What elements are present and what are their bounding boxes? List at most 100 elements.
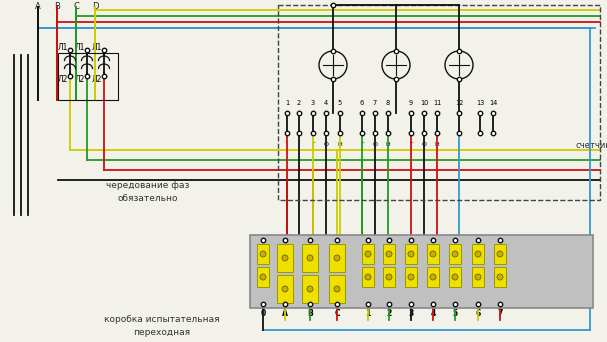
Text: 6: 6 bbox=[475, 237, 481, 246]
Text: О: О bbox=[421, 142, 427, 147]
Text: 6: 6 bbox=[475, 309, 481, 318]
Circle shape bbox=[408, 251, 414, 257]
Bar bbox=[302, 275, 318, 303]
Bar bbox=[405, 267, 417, 287]
Text: A: A bbox=[282, 237, 288, 246]
Text: 3: 3 bbox=[311, 100, 315, 106]
Text: 3: 3 bbox=[409, 309, 413, 318]
Bar bbox=[329, 275, 345, 303]
Text: 1: 1 bbox=[285, 100, 289, 106]
Text: 6: 6 bbox=[360, 100, 364, 106]
Bar bbox=[383, 244, 395, 264]
Text: 5: 5 bbox=[452, 309, 458, 318]
Bar bbox=[362, 244, 374, 264]
Circle shape bbox=[452, 251, 458, 257]
Text: 13: 13 bbox=[476, 100, 484, 106]
Circle shape bbox=[365, 251, 371, 257]
Text: 0: 0 bbox=[260, 309, 266, 318]
Circle shape bbox=[386, 251, 392, 257]
Text: B: B bbox=[307, 237, 313, 246]
Bar bbox=[494, 244, 506, 264]
Text: 5: 5 bbox=[338, 100, 342, 106]
Circle shape bbox=[334, 255, 340, 261]
Bar bbox=[277, 244, 293, 272]
Circle shape bbox=[282, 286, 288, 292]
Text: Г: Г bbox=[360, 142, 364, 147]
Bar bbox=[362, 267, 374, 287]
Bar bbox=[257, 244, 269, 264]
Bar bbox=[329, 244, 345, 272]
Text: Г: Г bbox=[409, 142, 413, 147]
Text: A: A bbox=[35, 2, 41, 11]
Text: 1: 1 bbox=[365, 237, 371, 246]
Text: 1: 1 bbox=[365, 309, 371, 318]
Bar bbox=[302, 244, 318, 272]
Text: 4: 4 bbox=[430, 309, 436, 318]
Text: D: D bbox=[92, 2, 98, 11]
Text: 4: 4 bbox=[430, 237, 436, 246]
Text: чередование фаз
обязательно: чередование фаз обязательно bbox=[106, 181, 189, 203]
Text: Л1: Л1 bbox=[58, 42, 69, 52]
Bar bbox=[257, 267, 269, 287]
Circle shape bbox=[475, 251, 481, 257]
Text: 4: 4 bbox=[324, 100, 328, 106]
Text: Г: Г bbox=[311, 142, 315, 147]
Circle shape bbox=[260, 274, 266, 280]
Text: Л1: Л1 bbox=[75, 42, 86, 52]
Bar bbox=[449, 267, 461, 287]
Text: 14: 14 bbox=[489, 100, 497, 106]
Bar bbox=[250, 235, 593, 308]
Text: 9: 9 bbox=[409, 100, 413, 106]
Text: Л1: Л1 bbox=[92, 42, 103, 52]
Circle shape bbox=[430, 251, 436, 257]
Bar bbox=[449, 244, 461, 264]
Text: Н: Н bbox=[337, 142, 342, 147]
Circle shape bbox=[408, 274, 414, 280]
Text: коробка испытательная
переходная: коробка испытательная переходная bbox=[104, 315, 220, 337]
Text: 8: 8 bbox=[386, 100, 390, 106]
Text: B: B bbox=[54, 2, 60, 11]
Bar bbox=[383, 267, 395, 287]
Text: 10: 10 bbox=[420, 100, 428, 106]
Text: 3: 3 bbox=[409, 237, 413, 246]
Circle shape bbox=[430, 274, 436, 280]
Text: О: О bbox=[373, 142, 378, 147]
Text: C: C bbox=[334, 237, 340, 246]
Text: 2: 2 bbox=[297, 100, 301, 106]
Text: Н: Н bbox=[435, 142, 439, 147]
Circle shape bbox=[365, 274, 371, 280]
Circle shape bbox=[307, 255, 313, 261]
Text: 7: 7 bbox=[497, 237, 503, 246]
Circle shape bbox=[497, 251, 503, 257]
Bar bbox=[427, 244, 439, 264]
Text: О: О bbox=[324, 142, 328, 147]
Text: 5: 5 bbox=[452, 237, 458, 246]
Bar bbox=[405, 244, 417, 264]
Text: 7: 7 bbox=[373, 100, 377, 106]
Text: 2: 2 bbox=[387, 309, 392, 318]
Bar bbox=[277, 275, 293, 303]
Text: A: A bbox=[282, 309, 288, 318]
Bar bbox=[58, 53, 118, 100]
Circle shape bbox=[497, 274, 503, 280]
Text: B: B bbox=[307, 309, 313, 318]
Text: Л2: Л2 bbox=[92, 75, 103, 83]
Text: 11: 11 bbox=[433, 100, 441, 106]
Text: Л2: Л2 bbox=[75, 75, 86, 83]
Bar bbox=[472, 244, 484, 264]
Bar bbox=[427, 267, 439, 287]
Text: Л2: Л2 bbox=[58, 75, 69, 83]
Circle shape bbox=[282, 255, 288, 261]
Circle shape bbox=[386, 274, 392, 280]
Text: счетчик: счетчик bbox=[575, 141, 607, 149]
Text: 12: 12 bbox=[455, 100, 463, 106]
Circle shape bbox=[260, 251, 266, 257]
Text: Н: Н bbox=[385, 142, 390, 147]
Circle shape bbox=[307, 286, 313, 292]
Text: 0: 0 bbox=[260, 237, 266, 246]
Bar bbox=[494, 267, 506, 287]
Circle shape bbox=[452, 274, 458, 280]
Circle shape bbox=[334, 286, 340, 292]
Text: C: C bbox=[334, 309, 340, 318]
Text: 2: 2 bbox=[387, 237, 392, 246]
